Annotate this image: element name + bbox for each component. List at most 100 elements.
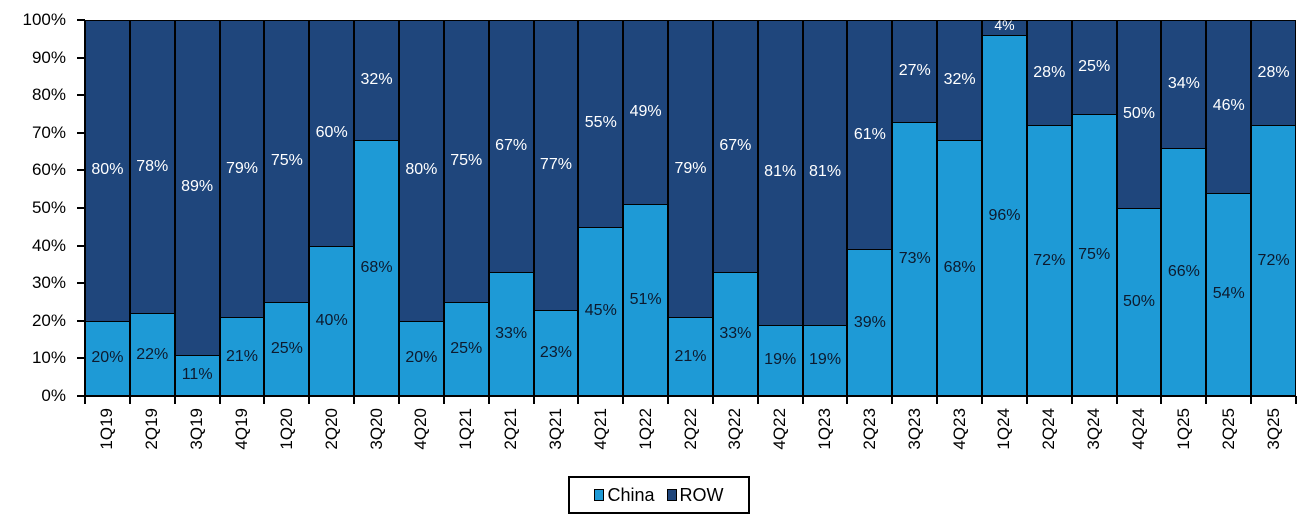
x-tick-label: 4Q20 <box>411 408 431 450</box>
bar-1Q21: 75% 25% <box>443 20 489 396</box>
x-tick-label: 2Q20 <box>321 408 341 450</box>
y-tick-mark <box>77 395 85 397</box>
x-tick-label: 3Q20 <box>366 408 386 450</box>
data-label-row: 80% <box>405 161 438 179</box>
data-label-china: 72% <box>1033 251 1066 269</box>
bar-segment-china <box>937 140 983 396</box>
y-tick-label: 80% <box>31 85 66 105</box>
data-label-china: 68% <box>360 259 393 277</box>
bar-segment-china <box>488 271 534 396</box>
data-label-row: 89% <box>181 178 214 196</box>
bar-4Q22: 81% 19% <box>757 20 803 396</box>
y-tick-mark <box>77 94 85 97</box>
y-tick-mark <box>77 319 85 322</box>
x-tick-label: 4Q21 <box>590 408 610 450</box>
y-tick-label: 90% <box>31 47 66 67</box>
x-tick-label: 2Q22 <box>680 408 700 450</box>
data-label-row: 79% <box>674 159 707 177</box>
x-tick-mark <box>1205 396 1208 404</box>
x-tick-mark <box>981 396 984 404</box>
x-tick-label: 1Q23 <box>815 408 835 450</box>
x-tick-mark <box>622 396 625 404</box>
bar-segment-china <box>712 271 758 396</box>
bar-segment-row <box>174 20 220 356</box>
bar-segment-china <box>623 204 669 396</box>
bar-segment-row <box>1026 20 1072 127</box>
bar-segment-row <box>578 20 624 228</box>
data-label-china: 22% <box>136 345 169 363</box>
x-tick-mark <box>936 396 939 404</box>
data-label-row: 61% <box>853 125 886 143</box>
x-tick-mark <box>846 396 849 404</box>
legend-label-row: ROW <box>679 484 724 505</box>
x-tick-mark <box>577 396 580 404</box>
data-label-china: 21% <box>674 347 707 365</box>
x-tick-mark <box>1160 396 1163 404</box>
y-tick-label: 60% <box>31 160 66 180</box>
bar-segment-china <box>1251 125 1296 396</box>
data-label-china: 51% <box>629 291 662 309</box>
data-label-china: 23% <box>539 343 572 361</box>
bar-3Q24: 25% 75% <box>1071 20 1117 396</box>
data-label-china: 19% <box>764 351 797 369</box>
x-tick-mark <box>353 396 356 404</box>
x-tick-mark <box>891 396 894 404</box>
y-tick-label: 30% <box>31 273 66 293</box>
data-label-china: 19% <box>809 351 842 369</box>
x-tick-mark <box>487 396 490 404</box>
x-tick-mark <box>1295 396 1297 404</box>
bar-segment-china <box>219 317 265 396</box>
bar-4Q23: 32% 68% <box>937 20 983 396</box>
data-label-china: 50% <box>1122 293 1156 310</box>
data-label-china: 25% <box>450 340 483 357</box>
legend-item-china: China <box>594 484 655 506</box>
x-tick-label: 2Q19 <box>142 408 162 450</box>
data-label-china: 72% <box>1257 251 1290 269</box>
legend-swatch-row <box>666 489 677 501</box>
data-label-china: 11% <box>181 366 213 384</box>
data-label-china: 75% <box>1078 246 1111 263</box>
bar-1Q23: 81% 19% <box>802 20 848 396</box>
bar-3Q20: 32% 68% <box>354 20 399 396</box>
bar-4Q20: 80% 20% <box>398 20 444 396</box>
x-tick-mark <box>397 396 400 404</box>
data-label-row: 79% <box>225 159 258 177</box>
x-tick-mark <box>442 396 445 404</box>
bar-segment-china <box>578 226 624 396</box>
bar-4Q21: 55% 45% <box>578 20 624 396</box>
bar-segment-row <box>623 20 669 206</box>
data-label-china: 45% <box>584 302 617 320</box>
y-tick-label: 50% <box>31 198 66 217</box>
y-tick-mark <box>77 207 85 209</box>
bar-4Q24: 50% 50% <box>1116 20 1162 396</box>
y-tick-label: 70% <box>31 122 66 142</box>
y-tick-mark <box>77 131 85 134</box>
data-label-row: 46% <box>1212 97 1245 115</box>
data-label-row: 77% <box>539 155 572 173</box>
data-label-row: 81% <box>764 163 797 181</box>
bar-1Q20: 75% 25% <box>264 20 310 396</box>
bar-segment-row <box>264 20 310 303</box>
bar-segment-row <box>398 20 444 322</box>
y-tick-label: 100% <box>22 10 66 29</box>
x-tick-mark <box>308 396 311 404</box>
y-tick-mark <box>77 169 85 172</box>
bar-segment-china <box>982 35 1027 396</box>
data-label-row: 32% <box>360 71 393 89</box>
data-label-china: 39% <box>853 313 886 331</box>
bar-segment-china <box>1161 147 1207 396</box>
x-tick-label: 2Q25 <box>1218 408 1238 450</box>
data-label-row: 25% <box>1078 58 1111 75</box>
y-tick-mark <box>77 244 85 247</box>
x-axis-line <box>85 395 1296 397</box>
x-tick-mark <box>756 396 759 404</box>
bar-segment-china <box>757 324 803 396</box>
legend-label-china: China <box>607 484 655 505</box>
bar-2Q23: 61% 39% <box>847 20 893 396</box>
x-tick-label: 3Q19 <box>187 408 207 450</box>
data-label-row: 67% <box>495 136 528 154</box>
x-tick-label: 1Q25 <box>1173 408 1193 450</box>
bar-2Q25: 46% 54% <box>1206 20 1252 396</box>
bar-segment-china <box>1026 125 1072 396</box>
